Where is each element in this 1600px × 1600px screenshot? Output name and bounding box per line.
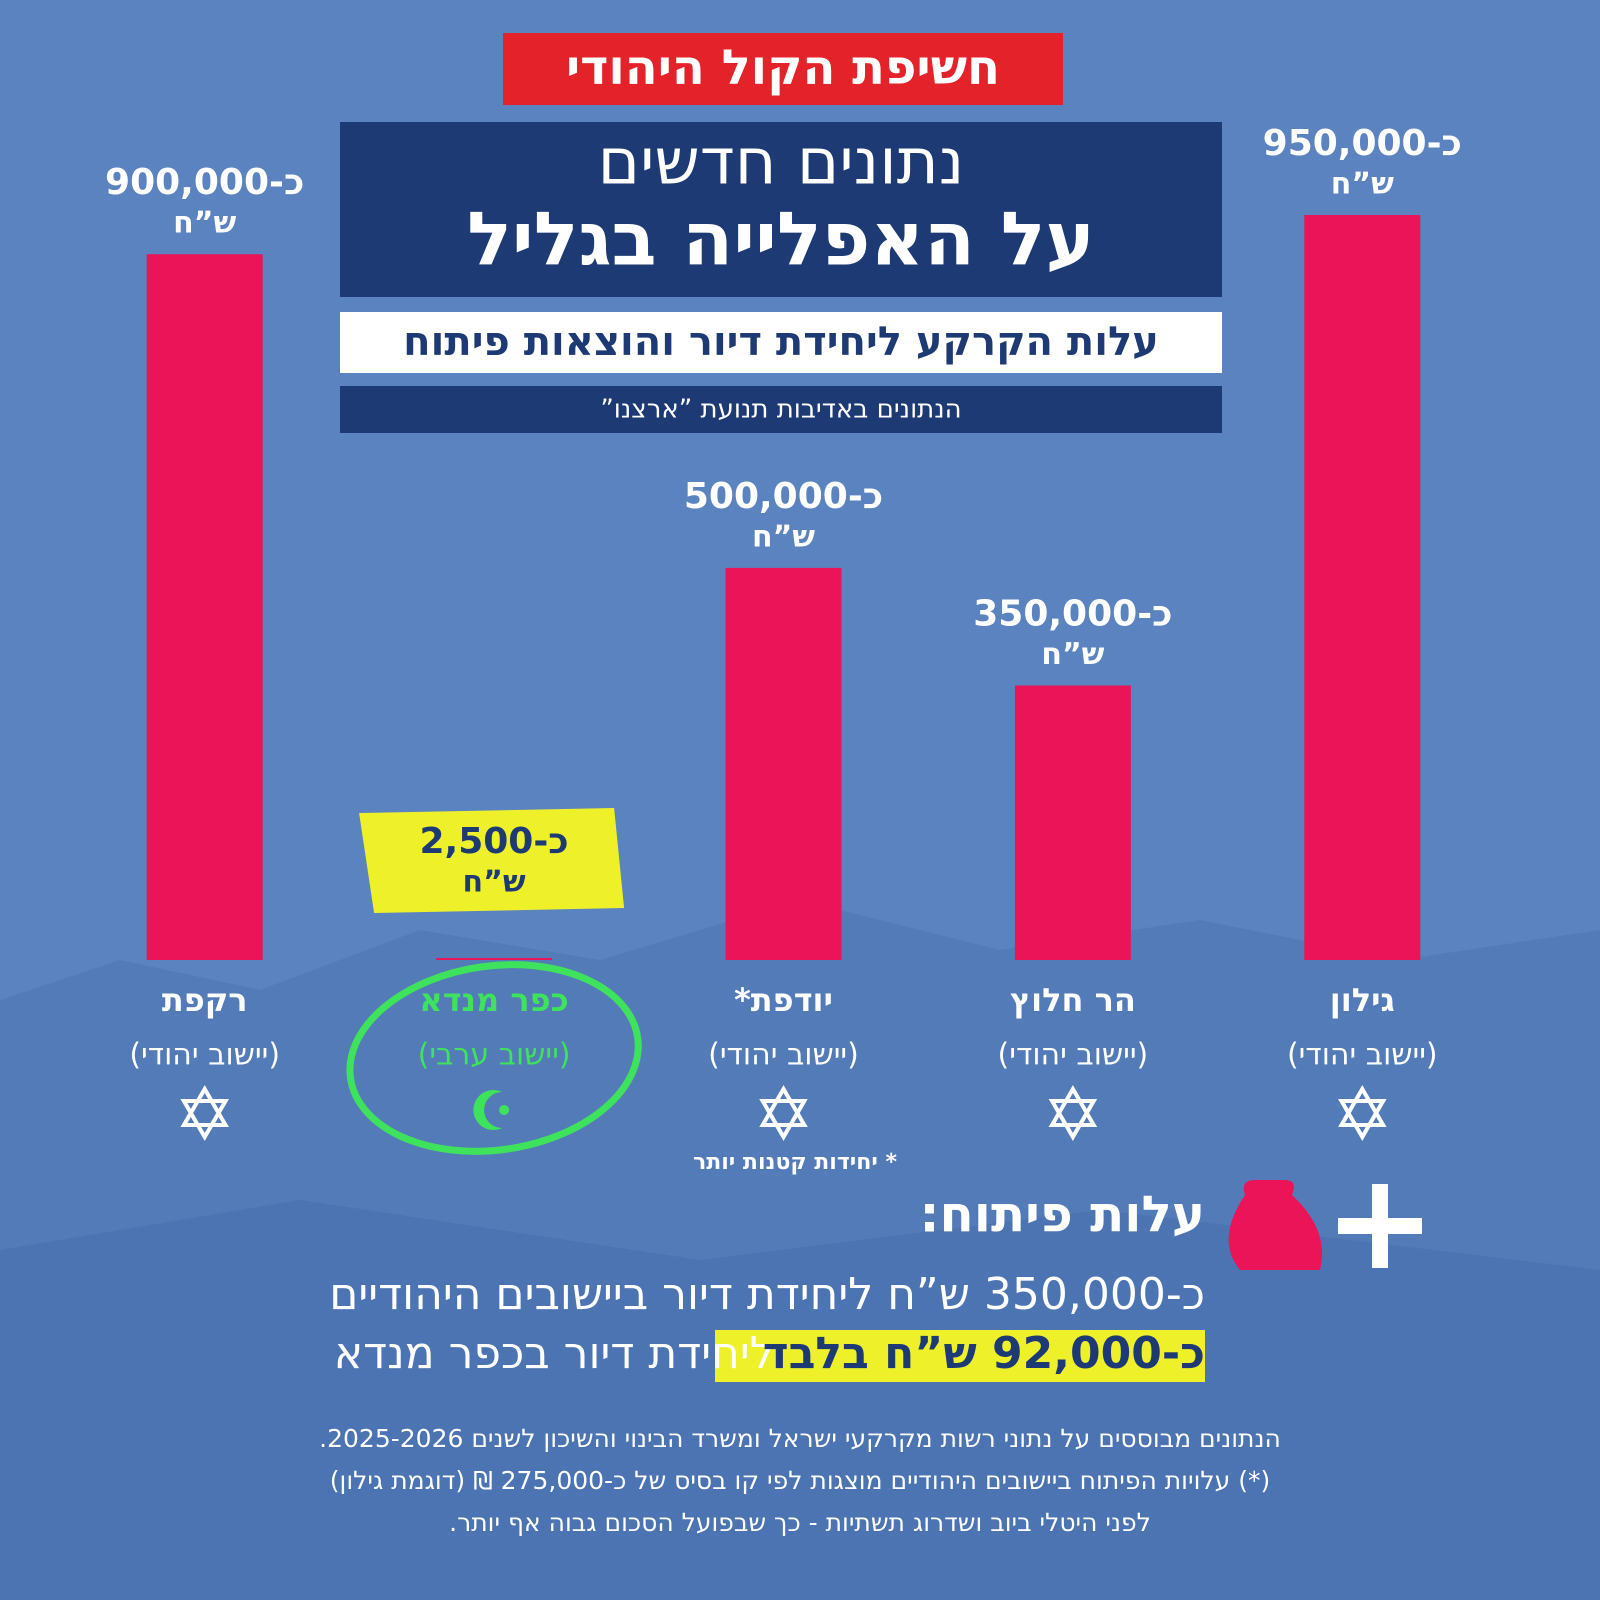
- money-bag-icon: [1228, 1180, 1323, 1270]
- category-sublabel: (יישוב יהודי): [708, 1038, 859, 1073]
- category-label: גילון: [1330, 981, 1395, 1019]
- value-unit: ש”ח: [1331, 167, 1394, 202]
- value-unit: ש”ח: [463, 865, 526, 900]
- source: הנתונים באדיבות תנועת ”ארצנו”: [600, 395, 961, 425]
- background-city: [0, 1200, 1600, 1600]
- star-icon: [759, 1099, 808, 1141]
- category-sublabel: (יישוב יהודי): [129, 1038, 280, 1073]
- plus-icon: [1372, 1184, 1388, 1268]
- development-highlight: כ-92,000 ש”ח בלבד: [763, 1328, 1205, 1379]
- star-icon: [759, 1085, 808, 1127]
- bar: [725, 567, 842, 960]
- bar: [436, 958, 553, 960]
- star-icon: [1338, 1085, 1387, 1127]
- development-title: עלות פיתוח:: [919, 1186, 1205, 1244]
- title-box: [340, 122, 1222, 297]
- development-rest: ליחידת דיור בכפר מנדא: [334, 1328, 775, 1379]
- development-line: כ-350,000 ש”ח ליחידת דיור ביישובים היהוד…: [329, 1269, 1205, 1320]
- category-sublabel: (יישוב ערבי): [418, 1038, 571, 1073]
- logo: חשיפת הקול היהודי: [566, 40, 1000, 96]
- star-icon: [180, 1099, 229, 1141]
- category-sublabel: (יישוב יהודי): [1287, 1038, 1438, 1073]
- development-line: כ-92,000 ש”ח בלבדליחידת דיור בכפר מנדא: [334, 1328, 1205, 1379]
- title: על האפלייה בגליל: [467, 197, 1095, 283]
- highlight: [359, 808, 625, 914]
- source-box: [340, 386, 1222, 433]
- value-label: כ-350,000: [973, 594, 1172, 635]
- star-icon: [180, 1085, 229, 1127]
- bar: [1304, 215, 1421, 960]
- category-sublabel: (יישוב יהודי): [998, 1038, 1149, 1073]
- value-label: כ-500,000: [684, 476, 883, 517]
- title: נתונים חדשים: [598, 126, 965, 200]
- bar: [146, 254, 263, 961]
- crescent-star-icon: [499, 1105, 510, 1115]
- category-label: הר חלוץ: [1010, 981, 1136, 1019]
- category-label: כפר מנדא: [419, 981, 568, 1019]
- subtitle-box: [340, 312, 1222, 373]
- value-label: כ-2,500: [419, 821, 568, 862]
- note: לפני היטלי ביוב ושדרוג תשתיות - כך שבפוע…: [449, 1508, 1151, 1537]
- highlight: [715, 1330, 1205, 1382]
- value-label: כ-900,000: [105, 162, 304, 203]
- bar: [1014, 685, 1131, 960]
- logo-box: [503, 33, 1063, 105]
- star-icon: [1338, 1099, 1387, 1141]
- note: הנתונים מבוססים על נתוני רשות מקרקעי ישר…: [319, 1424, 1281, 1453]
- category-label: רקפת: [162, 981, 248, 1019]
- note: (*) עלויות הפיתוח ביישובים היהודיים מוצג…: [330, 1466, 1270, 1495]
- crescent-icon: [473, 1090, 503, 1130]
- category-label: יודפת*: [734, 981, 833, 1019]
- star-icon: [1048, 1085, 1098, 1127]
- subtitle: עלות הקרקע ליחידת דיור והוצאות פיתוח: [403, 319, 1159, 365]
- notes: הנתונים מבוססים על נתוני רשות מקרקעי ישר…: [319, 1424, 1281, 1537]
- value-unit: ש”ח: [1041, 637, 1104, 672]
- footnote: * יחידות קטנות יותר: [693, 1150, 898, 1175]
- value-unit: ש”ח: [752, 519, 815, 554]
- value-label: כ-950,000: [1263, 123, 1462, 164]
- highlight-circle: [346, 961, 642, 1155]
- star-icon: [1048, 1099, 1098, 1141]
- value-unit: ש”ח: [173, 206, 236, 241]
